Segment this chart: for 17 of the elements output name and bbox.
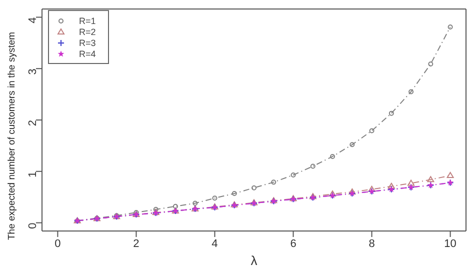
y-tick-label: 2 [26, 120, 39, 126]
legend-label: R=4 [79, 48, 96, 58]
legend-label: R=1 [79, 16, 96, 26]
x-tick-label: 6 [290, 238, 296, 250]
y-tick-label: 1 [26, 171, 39, 178]
y-tick-label: 0 [26, 222, 39, 229]
y-tick-label: 4 [26, 17, 39, 24]
y-axis-title: The expected number of customers in the system [6, 32, 18, 240]
x-axis-title: λ [250, 253, 258, 268]
x-tick-label: 0 [54, 238, 61, 250]
legend-label: R=3 [79, 38, 96, 48]
legend-label: R=2 [79, 26, 96, 36]
y-tick-label: 3 [26, 68, 39, 75]
x-tick-label: 10 [444, 238, 456, 250]
x-tick-label: 4 [212, 238, 218, 250]
x-tick-label: 8 [368, 238, 375, 250]
x-tick-label: 2 [133, 238, 140, 250]
